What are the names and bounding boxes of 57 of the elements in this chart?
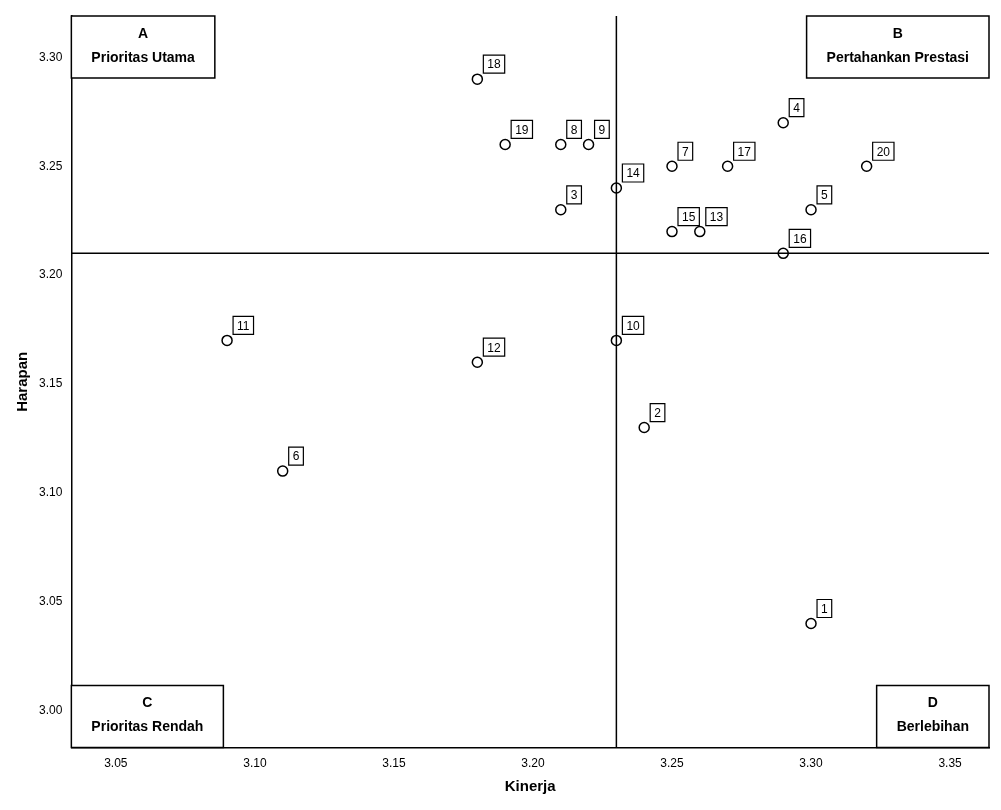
annotation: A Prioritas Utama <box>91 24 196 65</box>
annotation: 14 <box>626 166 641 181</box>
x-axis-title: Kinerja <box>504 777 557 795</box>
annotation: D Berlebihan <box>896 694 969 735</box>
point <box>805 617 817 630</box>
point <box>221 334 233 347</box>
y-tick-label: 3.15 <box>39 376 63 391</box>
annotation: 5 <box>821 188 829 203</box>
point <box>721 160 734 172</box>
point <box>666 160 678 172</box>
annotation: 12 <box>487 340 502 355</box>
annotation: 20 <box>876 144 891 159</box>
point <box>276 465 289 477</box>
annotation: 2 <box>654 405 662 420</box>
annotation: 15 <box>681 209 696 224</box>
x-tick-label: 3.25 <box>660 756 684 771</box>
x-tick-label: 3.35 <box>938 756 963 771</box>
annotation: 9 <box>598 122 606 137</box>
annotation: 8 <box>570 122 578 137</box>
point <box>860 160 873 172</box>
annotation: 19 <box>515 122 529 137</box>
point <box>471 356 484 368</box>
point <box>805 204 817 216</box>
annotation: B Pertahankan Prestasi <box>826 24 969 65</box>
annotation: 3 <box>570 188 578 203</box>
annotation: 13 <box>709 209 724 224</box>
annotation: C Prioritas Rendah <box>91 694 204 735</box>
point <box>694 225 706 238</box>
point <box>499 138 511 151</box>
y-tick-label: 3.10 <box>39 485 63 500</box>
annotation: 1 <box>821 601 829 616</box>
x-tick-label: 3.20 <box>521 756 545 771</box>
y-tick-label: 3.30 <box>39 49 63 64</box>
x-tick-label: 3.30 <box>799 756 824 771</box>
annotation: 18 <box>487 57 502 72</box>
x-tick-label: 3.15 <box>382 756 406 771</box>
point <box>555 204 567 216</box>
x-tick-label: 3.05 <box>104 756 128 771</box>
annotation: 16 <box>793 231 807 246</box>
annotation: 7 <box>681 144 689 159</box>
y-tick-label: 3.00 <box>39 702 63 717</box>
point <box>582 138 595 151</box>
point <box>638 421 650 434</box>
annotation: 4 <box>793 101 801 115</box>
y-tick-label: 3.20 <box>39 267 63 282</box>
point <box>777 116 789 129</box>
point <box>666 225 678 238</box>
y-tick-label: 3.05 <box>39 594 63 609</box>
y-tick-label: 3.25 <box>39 158 63 173</box>
annotation: 10 <box>626 318 641 333</box>
annotation: 11 <box>237 318 250 333</box>
point <box>555 138 567 151</box>
y-axis-title: Harapan <box>13 351 31 412</box>
annotation: 17 <box>737 144 752 159</box>
x-tick-label: 3.10 <box>243 756 267 771</box>
annotation: 6 <box>292 449 300 464</box>
point <box>471 73 484 85</box>
